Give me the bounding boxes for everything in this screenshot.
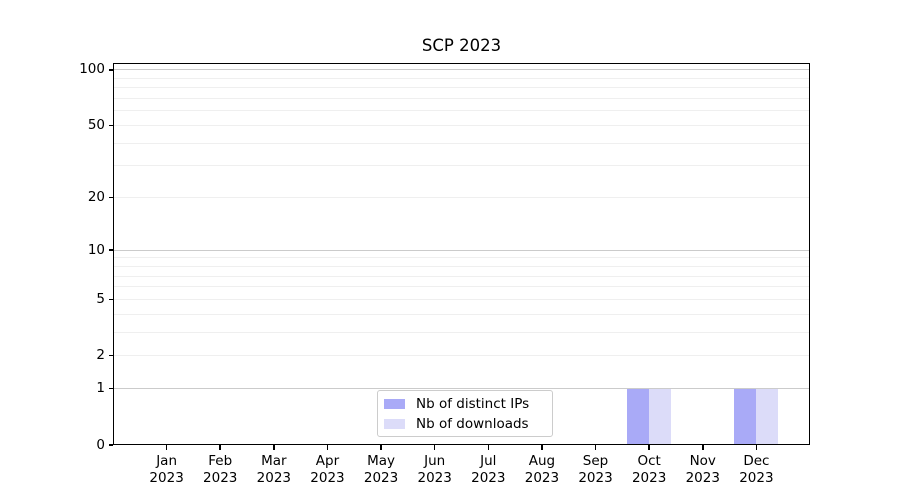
y-tick-label-50: 50 <box>87 116 105 133</box>
y-tick-label-5: 5 <box>96 290 105 307</box>
gridline-minor-5 <box>113 298 810 300</box>
bar-downloads-oct <box>649 388 672 445</box>
gridline-major-100 <box>113 69 810 71</box>
y-tick-100 <box>108 69 113 71</box>
gridline-minor-4 <box>113 313 810 315</box>
gridline-minor-30 <box>113 165 810 167</box>
x-tick-label-6: Jul 2023 <box>471 453 506 486</box>
x-tick-8 <box>594 445 597 450</box>
x-tick-9 <box>648 445 650 450</box>
gridline-minor-50 <box>113 124 810 126</box>
gridline-minor-90 <box>113 77 810 79</box>
gridline-minor-6 <box>113 286 810 288</box>
gridline-minor-40 <box>113 142 810 144</box>
legend-item: Nb of distinct IPs <box>384 395 543 412</box>
x-tick-4 <box>380 445 382 450</box>
x-tick-label-1: Feb 2023 <box>203 453 238 486</box>
legend-label: Nb of distinct IPs <box>416 395 530 412</box>
y-tick-1 <box>108 387 113 390</box>
y-tick-label-2: 2 <box>96 347 105 364</box>
chart-title: SCP 2023 <box>421 36 502 55</box>
gridline-minor-80 <box>113 87 810 89</box>
x-tick-11 <box>755 445 758 450</box>
legend-label: Nb of downloads <box>416 415 529 432</box>
gridline-minor-70 <box>113 98 810 100</box>
x-tick-0 <box>165 445 168 450</box>
x-tick-1 <box>219 445 221 450</box>
y-tick-2 <box>108 354 113 357</box>
gridline-minor-8 <box>113 265 810 267</box>
gridline-minor-9 <box>113 257 810 259</box>
gridline-minor-7 <box>113 275 810 277</box>
legend-swatch <box>384 398 405 409</box>
y-tick-label-20: 20 <box>87 189 105 206</box>
x-tick-3 <box>326 445 329 450</box>
y-tick-label-10: 10 <box>87 241 105 258</box>
bar-distinct-ips-oct <box>627 388 650 445</box>
legend: Nb of distinct IPs Nb of downloads <box>377 390 553 437</box>
legend-item: Nb of downloads <box>384 415 543 432</box>
gridline-minor-60 <box>113 110 810 112</box>
x-tick-label-10: Nov 2023 <box>685 453 720 486</box>
y-tick-label-1: 1 <box>96 380 105 397</box>
x-tick-label-4: May 2023 <box>363 453 399 486</box>
x-tick-label-9: Oct 2023 <box>631 453 667 486</box>
x-tick-label-5: Jun 2023 <box>417 453 452 486</box>
x-tick-label-0: Jan 2023 <box>149 453 184 486</box>
gridline-major-1 <box>113 388 810 390</box>
gridline-minor-3 <box>113 331 810 333</box>
x-tick-label-11: Dec 2023 <box>739 453 774 486</box>
y-tick-50 <box>108 124 113 127</box>
gridline-major-10 <box>113 249 810 251</box>
x-tick-5 <box>433 445 436 450</box>
y-tick-20 <box>108 196 113 199</box>
gridline-minor-2 <box>113 355 810 357</box>
x-tick-6 <box>487 445 490 450</box>
x-tick-7 <box>541 445 543 450</box>
y-tick-0 <box>108 444 113 446</box>
x-tick-label-2: Mar 2023 <box>256 453 292 486</box>
bar-distinct-ips-dec <box>734 388 757 445</box>
y-tick-label-0: 0 <box>96 436 105 453</box>
x-tick-label-8: Sep 2023 <box>578 453 613 486</box>
bar-downloads-dec <box>756 388 779 445</box>
y-tick-10 <box>108 249 113 251</box>
legend-swatch <box>384 418 405 429</box>
x-tick-10 <box>702 445 704 450</box>
y-tick-label-100: 100 <box>79 61 105 78</box>
x-tick-label-7: Aug 2023 <box>524 453 560 486</box>
y-tick-5 <box>108 298 113 301</box>
x-tick-2 <box>273 445 275 450</box>
x-tick-label-3: Apr 2023 <box>310 453 345 486</box>
gridline-minor-20 <box>113 197 810 199</box>
